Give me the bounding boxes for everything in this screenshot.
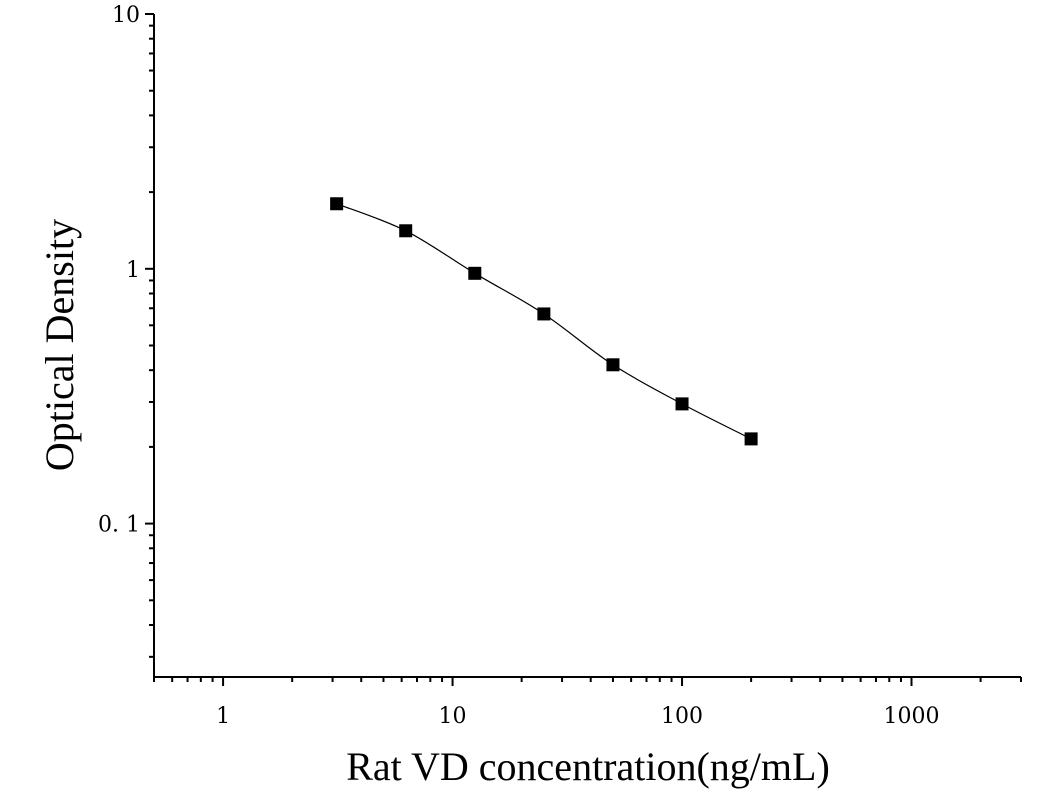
y-tick-label: 10 xyxy=(112,3,140,28)
data-point xyxy=(468,266,482,280)
y-tick-label: 1 xyxy=(126,258,140,283)
fit-curve xyxy=(336,203,752,440)
data-point xyxy=(537,307,551,321)
data-point xyxy=(399,224,413,238)
data-point xyxy=(675,397,689,411)
y-tick-labels: 0. 1 1 10 xyxy=(98,3,140,538)
data-point xyxy=(606,358,620,372)
data-points xyxy=(330,197,758,446)
x-tick-label: 100 xyxy=(661,704,703,729)
axes xyxy=(153,14,1021,678)
data-point xyxy=(330,197,344,211)
x-tick-labels: 1 10 100 1000 xyxy=(216,704,939,729)
x-axis-title: Rat VD concentration(ng/mL) xyxy=(346,744,830,789)
x-ticks xyxy=(153,677,1022,686)
y-ticks xyxy=(145,13,154,658)
y-axis-title: Optical Density xyxy=(37,219,82,471)
x-tick-label: 1 xyxy=(216,704,230,729)
data-point xyxy=(744,432,758,446)
x-tick-label: 1000 xyxy=(884,704,940,729)
y-tick-label: 0. 1 xyxy=(98,513,140,538)
x-tick-label: 10 xyxy=(439,704,467,729)
